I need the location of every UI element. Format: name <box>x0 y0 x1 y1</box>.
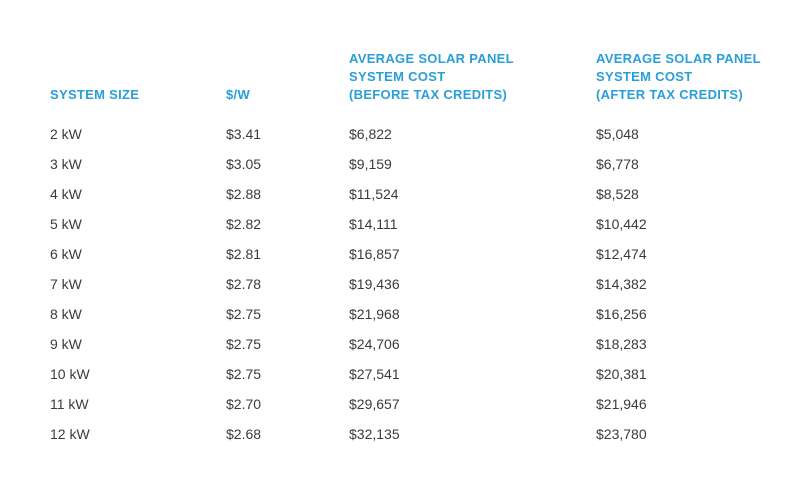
system-size-cell: 12 kW <box>50 426 90 442</box>
price-per-watt-cell: $2.78 <box>226 276 262 292</box>
header-system-size: SYSTEM SIZE <box>50 86 139 104</box>
system-size-cell: 3 kW <box>50 156 82 172</box>
table-row: 8 kW $2.75 $21,968 $16,256 <box>0 299 806 329</box>
price-per-watt-cell: $3.05 <box>226 156 262 172</box>
header-line: SYSTEM SIZE <box>50 87 140 102</box>
table-row: 6 kW $2.81 $16,857 $12,474 <box>0 239 806 269</box>
header-line: $/W <box>226 87 251 102</box>
system-size-cell: 11 kW <box>50 396 89 412</box>
cost-after-cell: $21,946 <box>596 396 647 412</box>
header-line: AVERAGE SOLAR PANEL <box>596 51 761 66</box>
system-size-cell: 7 kW <box>50 276 82 292</box>
header-line: (BEFORE TAX CREDITS) <box>349 87 508 102</box>
price-per-watt-cell: $2.70 <box>226 396 262 412</box>
cost-before-cell: $14,111 <box>349 216 398 232</box>
header-line: SYSTEM COST <box>596 69 693 84</box>
cost-before-cell: $16,857 <box>349 246 400 262</box>
table-row: 4 kW $2.88 $11,524 $8,528 <box>0 179 806 209</box>
header-line: SYSTEM COST <box>349 69 446 84</box>
table-row: 11 kW $2.70 $29,657 $21,946 <box>0 389 806 419</box>
price-per-watt-cell: $3.41 <box>226 126 262 142</box>
system-size-cell: 4 kW <box>50 186 82 202</box>
cost-before-cell: $19,436 <box>349 276 400 292</box>
table-row: 7 kW $2.78 $19,436 $14,382 <box>0 269 806 299</box>
price-per-watt-cell: $2.75 <box>226 306 262 322</box>
price-per-watt-cell: $2.88 <box>226 186 262 202</box>
price-per-watt-cell: $2.75 <box>226 336 262 352</box>
price-per-watt-cell: $2.81 <box>226 246 262 262</box>
system-size-cell: 10 kW <box>50 366 90 382</box>
system-size-cell: 2 kW <box>50 126 82 142</box>
table-row: 2 kW $3.41 $6,822 $5,048 <box>0 119 806 149</box>
cost-after-cell: $5,048 <box>596 126 639 142</box>
cost-after-cell: $8,528 <box>596 186 639 202</box>
price-per-watt-cell: $2.75 <box>226 366 262 382</box>
cost-after-cell: $23,780 <box>596 426 647 442</box>
table-row: 12 kW $2.68 $32,135 $23,780 <box>0 419 806 449</box>
cost-before-cell: $32,135 <box>349 426 400 442</box>
cost-after-cell: $16,256 <box>596 306 647 322</box>
header-cost-before-tax-credits: AVERAGE SOLAR PANEL SYSTEM COST (BEFORE … <box>349 50 514 104</box>
table-row: 3 kW $3.05 $9,159 $6,778 <box>0 149 806 179</box>
cost-before-cell: $24,706 <box>349 336 400 352</box>
cost-after-cell: $14,382 <box>596 276 647 292</box>
cost-before-cell: $6,822 <box>349 126 392 142</box>
header-line: (AFTER TAX CREDITS) <box>596 87 744 102</box>
table-row: 9 kW $2.75 $24,706 $18,283 <box>0 329 806 359</box>
cost-after-cell: $6,778 <box>596 156 639 172</box>
system-size-cell: 5 kW <box>50 216 82 232</box>
price-per-watt-cell: $2.82 <box>226 216 262 232</box>
table-row: 5 kW $2.82 $14,111 $10,442 <box>0 209 806 239</box>
cost-before-cell: $27,541 <box>349 366 400 382</box>
price-per-watt-cell: $2.68 <box>226 426 262 442</box>
cost-before-cell: $29,657 <box>349 396 400 412</box>
header-cost-after-tax-credits: AVERAGE SOLAR PANEL SYSTEM COST (AFTER T… <box>596 50 761 104</box>
cost-before-cell: $9,159 <box>349 156 392 172</box>
header-line: AVERAGE SOLAR PANEL <box>349 51 514 66</box>
cost-after-cell: $18,283 <box>596 336 647 352</box>
cost-after-cell: $10,442 <box>596 216 647 232</box>
cost-before-cell: $11,524 <box>349 186 399 202</box>
cost-before-cell: $21,968 <box>349 306 400 322</box>
header-price-per-watt: $/W <box>226 86 250 104</box>
system-size-cell: 6 kW <box>50 246 82 262</box>
system-size-cell: 8 kW <box>50 306 82 322</box>
cost-after-cell: $12,474 <box>596 246 647 262</box>
cost-after-cell: $20,381 <box>596 366 647 382</box>
table-body: 2 kW $3.41 $6,822 $5,048 3 kW $3.05 $9,159 $6,7… <box>0 119 806 449</box>
system-size-cell: 9 kW <box>50 336 82 352</box>
table-row: 10 kW $2.75 $27,541 $20,381 <box>0 359 806 389</box>
